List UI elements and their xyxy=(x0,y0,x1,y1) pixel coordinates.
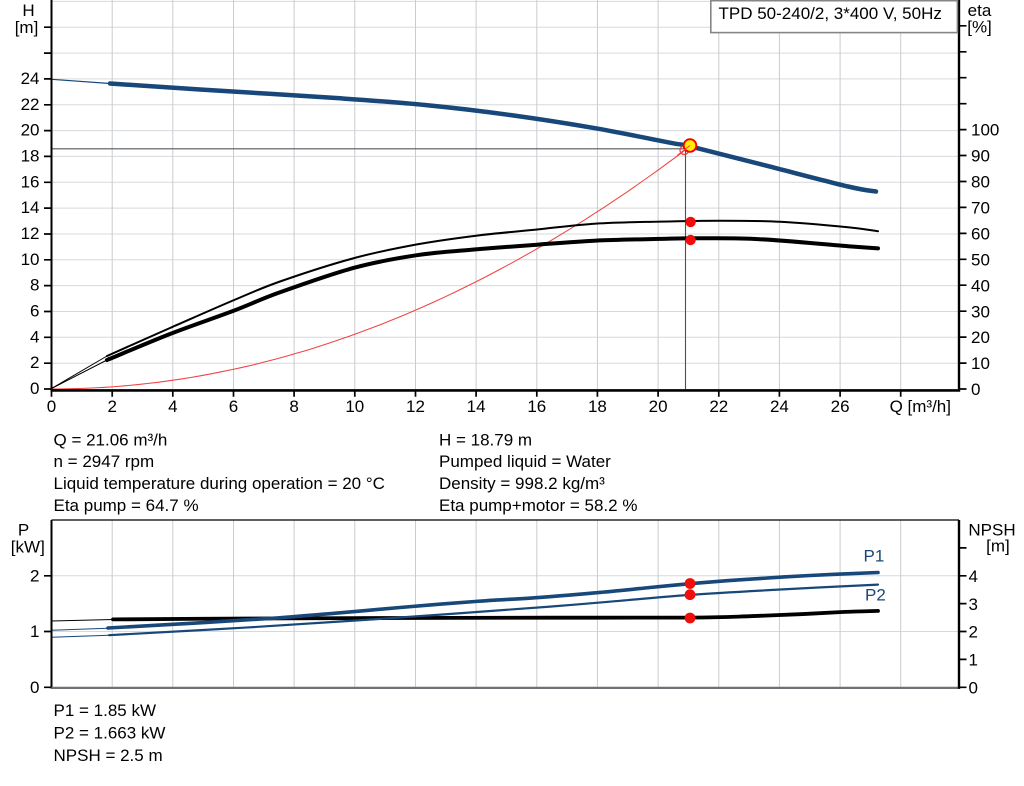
svg-text:8: 8 xyxy=(30,276,39,295)
svg-text:18: 18 xyxy=(588,397,607,416)
svg-text:Density = 998.2 kg/m³: Density = 998.2 kg/m³ xyxy=(439,474,605,493)
svg-text:NPSH: NPSH xyxy=(968,520,1015,539)
svg-text:100: 100 xyxy=(971,121,999,140)
svg-text:20: 20 xyxy=(21,121,40,140)
svg-text:Q [m³/h]: Q [m³/h] xyxy=(890,397,951,416)
svg-text:2: 2 xyxy=(30,567,39,586)
svg-text:0: 0 xyxy=(30,678,39,697)
svg-text:P1: P1 xyxy=(864,547,885,566)
svg-text:22: 22 xyxy=(21,95,40,114)
svg-text:22: 22 xyxy=(709,397,728,416)
svg-text:0: 0 xyxy=(30,379,39,398)
svg-text:Liquid temperature during oper: Liquid temperature during operation = 20… xyxy=(54,474,385,493)
svg-text:1: 1 xyxy=(969,651,978,670)
svg-text:0: 0 xyxy=(47,397,56,416)
svg-text:Pumped liquid = Water: Pumped liquid = Water xyxy=(439,452,611,471)
svg-text:1: 1 xyxy=(30,622,39,641)
svg-text:20: 20 xyxy=(649,397,668,416)
svg-text:16: 16 xyxy=(527,397,546,416)
svg-text:2: 2 xyxy=(30,353,39,372)
svg-text:2: 2 xyxy=(969,623,978,642)
svg-text:30: 30 xyxy=(971,302,990,321)
svg-text:14: 14 xyxy=(21,198,40,217)
svg-text:20: 20 xyxy=(971,328,990,347)
svg-text:0: 0 xyxy=(971,380,980,399)
svg-text:2: 2 xyxy=(107,397,116,416)
svg-text:4: 4 xyxy=(168,397,177,416)
svg-text:P2: P2 xyxy=(865,585,886,604)
svg-text:0: 0 xyxy=(969,678,978,697)
svg-text:P: P xyxy=(18,520,29,539)
svg-text:P1 = 1.85 kW: P1 = 1.85 kW xyxy=(54,701,157,720)
svg-text:Q = 21.06 m³/h: Q = 21.06 m³/h xyxy=(54,430,168,449)
svg-text:90: 90 xyxy=(971,147,990,166)
svg-text:n = 2947 rpm: n = 2947 rpm xyxy=(54,452,155,471)
svg-text:10: 10 xyxy=(345,397,364,416)
svg-text:10: 10 xyxy=(21,250,40,269)
svg-text:3: 3 xyxy=(969,595,978,614)
svg-text:P2 = 1.663 kW: P2 = 1.663 kW xyxy=(54,724,166,743)
svg-text:NPSH = 2.5 m: NPSH = 2.5 m xyxy=(54,746,163,765)
svg-text:12: 12 xyxy=(21,224,40,243)
svg-text:16: 16 xyxy=(21,172,40,191)
svg-text:[m]: [m] xyxy=(15,18,39,37)
svg-text:8: 8 xyxy=(289,397,298,416)
svg-text:TPD 50-240/2, 3*400 V, 50Hz: TPD 50-240/2, 3*400 V, 50Hz xyxy=(719,4,942,23)
svg-text:12: 12 xyxy=(406,397,425,416)
svg-text:70: 70 xyxy=(971,199,990,218)
svg-text:40: 40 xyxy=(971,276,990,295)
svg-text:6: 6 xyxy=(30,302,39,321)
svg-text:10: 10 xyxy=(971,354,990,373)
svg-text:H = 18.79 m: H = 18.79 m xyxy=(439,430,532,449)
svg-text:6: 6 xyxy=(229,397,238,416)
svg-text:[m]: [m] xyxy=(986,537,1010,556)
svg-text:26: 26 xyxy=(831,397,850,416)
svg-text:24: 24 xyxy=(21,69,40,88)
svg-text:80: 80 xyxy=(971,173,990,192)
svg-text:4: 4 xyxy=(969,567,978,586)
svg-text:H: H xyxy=(22,1,34,20)
svg-text:60: 60 xyxy=(971,225,990,244)
svg-text:eta: eta xyxy=(968,1,992,20)
svg-text:4: 4 xyxy=(30,327,39,346)
svg-text:Eta pump+motor = 58.2 %: Eta pump+motor = 58.2 % xyxy=(439,496,637,515)
svg-text:50: 50 xyxy=(971,250,990,269)
svg-text:14: 14 xyxy=(467,397,486,416)
svg-text:[kW]: [kW] xyxy=(11,538,45,557)
svg-text:18: 18 xyxy=(21,146,40,165)
svg-text:[%]: [%] xyxy=(967,17,992,36)
svg-text:24: 24 xyxy=(770,397,789,416)
svg-text:Eta pump = 64.7 %: Eta pump = 64.7 % xyxy=(54,496,199,515)
